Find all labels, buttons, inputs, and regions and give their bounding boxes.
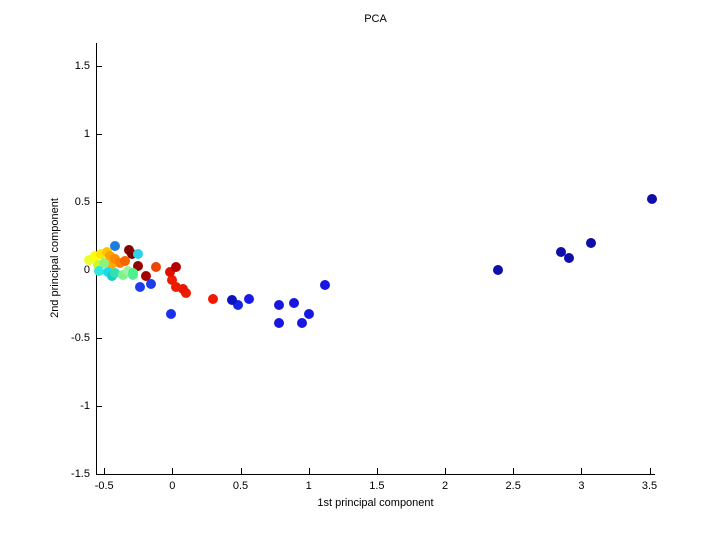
y-tick [96, 338, 102, 340]
data-point [94, 265, 105, 276]
data-point [127, 267, 138, 278]
x-tick-label: 0 [169, 480, 176, 492]
data-point [150, 262, 161, 273]
data-point [564, 252, 575, 263]
data-point [493, 265, 504, 276]
data-point [146, 278, 157, 289]
x-tick-label: 3 [578, 480, 585, 492]
data-point [119, 256, 130, 267]
x-tick-label: 1.5 [369, 480, 385, 492]
y-tick [96, 66, 102, 68]
data-point [227, 294, 238, 305]
data-point [165, 308, 176, 319]
data-point [585, 237, 596, 248]
x-tick [376, 468, 378, 474]
x-tick [581, 468, 583, 474]
x-tick [240, 468, 242, 474]
x-axis-line [96, 474, 655, 475]
x-tick [513, 468, 515, 474]
data-point [133, 260, 144, 271]
x-tick-label: 1 [305, 480, 312, 492]
x-tick [445, 468, 447, 474]
data-point [141, 271, 152, 282]
data-point [134, 282, 145, 293]
x-axis-label: 1st principal component [317, 497, 434, 509]
y-tick [96, 474, 102, 475]
data-point [171, 262, 182, 273]
data-point [167, 275, 178, 286]
y-tick-label: 1 [83, 128, 90, 141]
data-point [165, 267, 176, 278]
data-point [555, 247, 566, 258]
data-point [273, 318, 284, 329]
data-point [93, 260, 104, 271]
y-tick-label: 1.5 [74, 60, 90, 73]
x-tick-label: 2.5 [505, 480, 521, 492]
data-point [107, 258, 118, 269]
x-tick-label: 0.5 [232, 480, 249, 492]
data-point [99, 258, 110, 269]
x-tick [308, 468, 310, 474]
data-point [133, 248, 144, 259]
data-point [288, 297, 299, 308]
data-point [273, 300, 284, 311]
y-tick [96, 134, 102, 136]
data-point [127, 249, 138, 260]
data-point [232, 300, 243, 311]
data-point [320, 280, 331, 290]
data-point [110, 240, 121, 251]
data-point [171, 282, 182, 293]
data-point [647, 194, 658, 205]
x-tick-label: 3.5 [641, 480, 658, 492]
data-point [243, 293, 254, 304]
data-point [118, 269, 129, 280]
x-tick-label: -0.5 [94, 480, 114, 492]
x-tick [649, 468, 651, 474]
y-tick-label: -1 [80, 400, 90, 413]
data-point [178, 284, 189, 295]
y-tick [96, 406, 102, 408]
data-point [110, 267, 121, 278]
y-tick-label: -1.5 [71, 468, 90, 480]
chart-title: PCA [364, 13, 387, 25]
data-point [303, 308, 314, 319]
y-tick-label: 0.5 [74, 196, 90, 209]
x-tick [104, 468, 106, 474]
data-point [96, 249, 107, 260]
data-point [208, 293, 219, 304]
y-axis-label: 2nd principal component [49, 198, 61, 318]
data-point [89, 251, 100, 262]
y-tick [96, 202, 102, 204]
data-point [84, 254, 95, 265]
y-tick-label: -0.5 [71, 332, 90, 345]
x-tick [172, 468, 174, 474]
y-tick-label: 0 [83, 264, 90, 277]
x-tick-label: 2 [441, 480, 449, 492]
data-point [296, 318, 307, 329]
